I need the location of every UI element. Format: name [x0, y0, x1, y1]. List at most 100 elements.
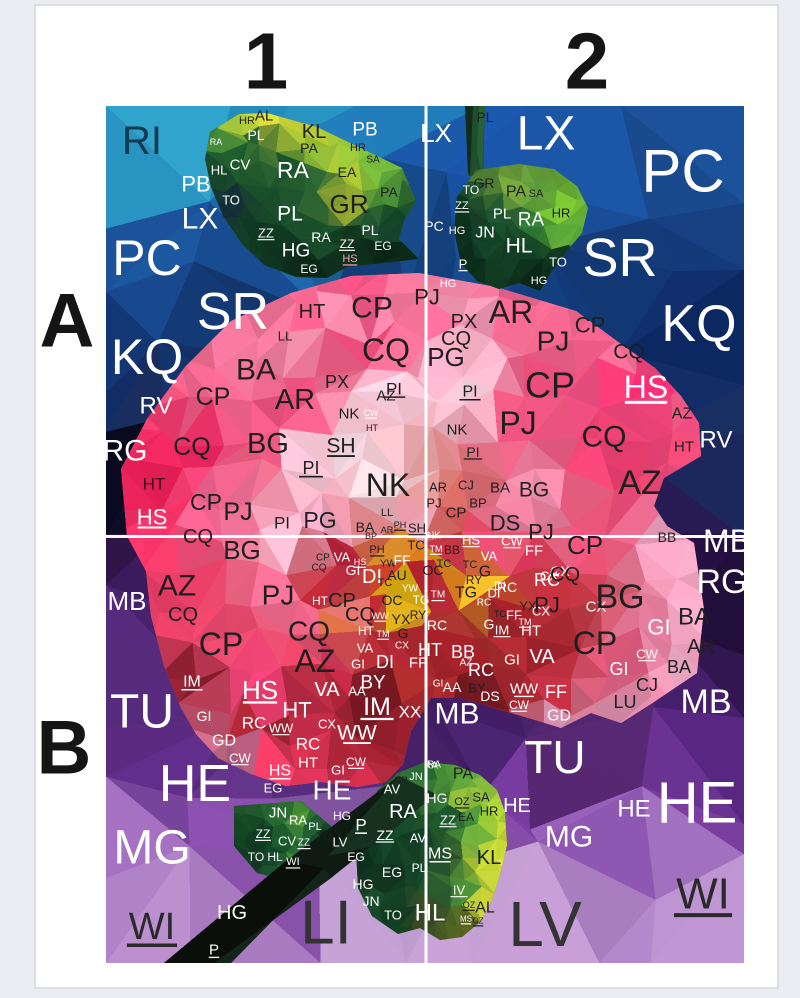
svg-text:AR: AR [275, 384, 315, 416]
svg-text:JN: JN [362, 893, 379, 909]
svg-text:HT: HT [312, 594, 329, 608]
svg-text:HL: HL [211, 163, 228, 178]
svg-text:MB: MB [703, 523, 751, 559]
svg-text:OC: OC [382, 592, 403, 608]
svg-text:PI: PI [302, 458, 319, 478]
svg-text:YW: YW [402, 584, 419, 595]
svg-text:AZ: AZ [672, 406, 693, 423]
svg-text:BY: BY [360, 673, 386, 694]
svg-text:LX: LX [420, 118, 452, 148]
svg-text:PL: PL [493, 206, 511, 223]
svg-text:LI: LI [300, 889, 352, 958]
svg-text:TC: TC [494, 609, 506, 619]
svg-text:AA: AA [443, 679, 462, 695]
svg-text:GI: GI [331, 763, 345, 778]
svg-text:ZZ: ZZ [258, 226, 274, 241]
svg-text:CW: CW [509, 698, 530, 712]
svg-text:RI: RI [122, 119, 162, 163]
svg-text:RC: RC [242, 714, 267, 733]
svg-text:DS: DS [490, 511, 521, 536]
svg-text:HT: HT [521, 623, 541, 640]
svg-text:CP: CP [575, 313, 606, 338]
svg-text:NK: NK [447, 422, 468, 439]
svg-text:HS: HS [354, 557, 367, 567]
svg-text:YW: YW [380, 559, 397, 570]
svg-text:CP: CP [446, 505, 467, 522]
svg-text:PA: PA [380, 184, 398, 200]
svg-text:CQ: CQ [345, 604, 375, 626]
svg-text:ZZ: ZZ [256, 827, 271, 841]
svg-text:P: P [355, 816, 366, 835]
svg-text:LL: LL [278, 329, 292, 344]
svg-text:LV: LV [333, 835, 348, 850]
svg-text:PJ: PJ [528, 520, 554, 545]
svg-text:KL: KL [302, 121, 326, 143]
svg-text:PG: PG [427, 342, 465, 372]
svg-text:TO: TO [384, 908, 402, 923]
svg-text:G: G [479, 564, 491, 581]
svg-text:RA: RA [311, 229, 331, 245]
svg-text:MB: MB [108, 586, 147, 616]
svg-text:HS: HS [462, 533, 480, 548]
svg-text:PX: PX [451, 311, 478, 333]
svg-text:SA: SA [529, 188, 544, 200]
svg-text:VA: VA [357, 641, 374, 656]
svg-text:CQ: CQ [441, 328, 471, 350]
svg-text:PC: PC [424, 218, 443, 234]
svg-text:P: P [209, 942, 219, 959]
svg-text:JN: JN [269, 805, 287, 822]
svg-text:DS: DS [480, 688, 499, 704]
svg-text:OC: OC [423, 562, 444, 578]
svg-text:BA: BA [236, 354, 276, 387]
svg-text:CQ: CQ [362, 332, 410, 368]
svg-text:RV: RV [140, 393, 173, 420]
svg-text:HG: HG [427, 790, 448, 806]
svg-text:BB: BB [451, 642, 475, 662]
svg-text:FF: FF [409, 655, 427, 672]
svg-text:TO: TO [222, 193, 240, 208]
svg-text:BA: BA [490, 480, 510, 497]
svg-text:PJ: PJ [499, 405, 536, 441]
svg-text:VA: VA [529, 646, 555, 668]
svg-text:HG: HG [217, 902, 247, 924]
svg-text:PJ: PJ [414, 285, 440, 310]
svg-text:PA: PA [506, 184, 526, 201]
svg-text:HR: HR [480, 804, 499, 819]
svg-text:CV: CV [278, 834, 296, 849]
svg-text:GI: GI [609, 659, 628, 679]
svg-text:HT: HT [298, 755, 318, 772]
svg-text:HS: HS [624, 369, 668, 405]
svg-text:CP: CP [573, 625, 617, 661]
svg-text:WI: WI [286, 856, 299, 868]
svg-text:PI: PI [462, 384, 477, 401]
svg-text:CP: CP [316, 553, 330, 564]
svg-text:HG: HG [449, 225, 466, 237]
svg-text:HG: HG [353, 876, 374, 892]
svg-text:HT: HT [358, 624, 375, 638]
svg-text:RC: RC [534, 570, 560, 590]
svg-text:HL: HL [415, 900, 446, 927]
svg-text:RY: RY [466, 573, 482, 587]
svg-text:AV: AV [384, 782, 401, 797]
svg-text:TC: TC [407, 538, 424, 553]
svg-text:NK: NK [427, 531, 441, 542]
svg-text:HE: HE [159, 755, 231, 813]
svg-text:MB: MB [681, 683, 732, 721]
svg-text:RG: RG [697, 563, 748, 601]
svg-text:RC: RC [296, 735, 321, 754]
svg-text:TM: TM [377, 629, 390, 639]
svg-text:G: G [398, 625, 409, 641]
svg-text:HS: HS [269, 763, 291, 780]
svg-text:KQ: KQ [661, 295, 736, 353]
svg-text:HT: HT [418, 640, 442, 660]
svg-text:IM: IM [495, 623, 509, 638]
svg-text:PL: PL [277, 203, 303, 226]
svg-text:VA: VA [481, 549, 498, 564]
svg-text:BY: BY [468, 681, 486, 696]
svg-text:OZ: OZ [472, 917, 483, 926]
svg-text:TO: TO [549, 255, 567, 270]
svg-text:ZZ: ZZ [376, 827, 394, 843]
svg-text:HE: HE [313, 775, 352, 806]
svg-text:CP: CP [525, 365, 575, 406]
svg-text:AV: AV [410, 831, 427, 846]
